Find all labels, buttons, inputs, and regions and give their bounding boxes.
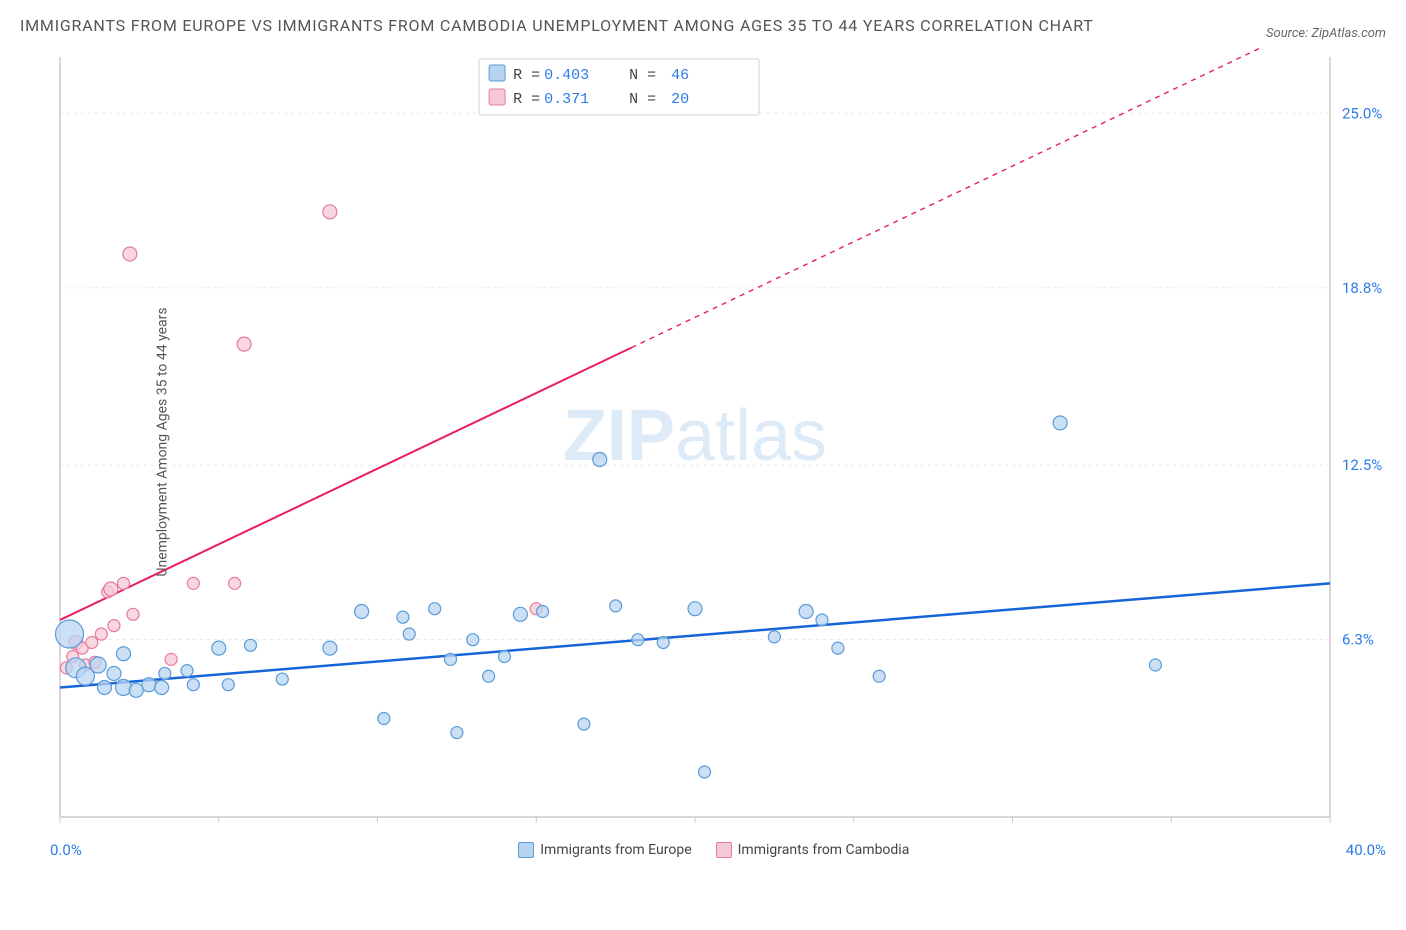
r-value: 0.371 xyxy=(544,91,589,108)
data-point xyxy=(56,620,84,648)
correlation-scatter-chart: 6.3%12.5%18.8%25.0%ZIPatlasR =0.403N =46… xyxy=(50,47,1390,837)
data-point xyxy=(445,653,457,665)
data-point xyxy=(657,636,669,648)
data-point xyxy=(499,650,511,662)
data-point xyxy=(212,641,226,655)
chart-title: IMMIGRANTS FROM EUROPE VS IMMIGRANTS FRO… xyxy=(20,12,1094,41)
swatch-cambodia xyxy=(716,842,732,858)
svg-text:R =: R = xyxy=(513,67,540,84)
legend-label-europe: Immigrants from Europe xyxy=(540,842,691,858)
data-point xyxy=(116,679,132,695)
data-point xyxy=(104,582,118,596)
data-point xyxy=(276,673,288,685)
data-point xyxy=(129,683,143,697)
y-tick-label: 6.3% xyxy=(1342,630,1374,648)
data-point xyxy=(832,642,844,654)
data-point xyxy=(181,664,193,676)
data-point xyxy=(237,337,251,351)
data-point xyxy=(768,631,780,643)
swatch-europe xyxy=(518,842,534,858)
data-point xyxy=(429,603,441,615)
svg-text:N =: N = xyxy=(629,91,656,108)
source-label: Source: ZipAtlas.com xyxy=(1266,26,1386,41)
data-point xyxy=(537,605,549,617)
data-point xyxy=(108,619,120,631)
data-point xyxy=(451,726,463,738)
y-axis-label: Unemployment Among Ages 35 to 44 years xyxy=(155,307,171,576)
data-point xyxy=(86,636,98,648)
data-point xyxy=(95,628,107,640)
bottom-legend: Immigrants from Europe Immigrants from C… xyxy=(518,842,909,858)
data-point xyxy=(467,633,479,645)
n-value: 46 xyxy=(671,67,689,84)
x-axis-max-label: 40.0% xyxy=(1346,841,1386,859)
data-point xyxy=(688,602,702,616)
data-point xyxy=(699,766,711,778)
data-point xyxy=(355,604,369,618)
data-point xyxy=(513,607,527,621)
data-point xyxy=(378,712,390,724)
r-value: 0.403 xyxy=(544,67,589,84)
svg-text:R =: R = xyxy=(513,91,540,108)
data-point xyxy=(323,205,337,219)
data-point xyxy=(799,604,813,618)
n-value: 20 xyxy=(671,91,689,108)
data-point xyxy=(123,247,137,261)
data-point xyxy=(1149,659,1161,671)
data-point xyxy=(187,577,199,589)
data-point xyxy=(610,600,622,612)
data-point xyxy=(1053,416,1067,430)
svg-text:N =: N = xyxy=(629,67,656,84)
data-point xyxy=(229,577,241,589)
data-point xyxy=(873,670,885,682)
legend-label-cambodia: Immigrants from Cambodia xyxy=(738,842,910,858)
data-point xyxy=(97,680,111,694)
y-tick-label: 12.5% xyxy=(1342,456,1382,474)
data-point xyxy=(165,653,177,665)
data-point xyxy=(222,679,234,691)
legend-item-cambodia: Immigrants from Cambodia xyxy=(716,842,910,858)
data-point xyxy=(107,666,121,680)
data-point xyxy=(245,639,257,651)
y-tick-label: 18.8% xyxy=(1342,279,1382,297)
legend-item-europe: Immigrants from Europe xyxy=(518,842,691,858)
data-point xyxy=(127,608,139,620)
data-point xyxy=(323,641,337,655)
data-point xyxy=(593,452,607,466)
data-point xyxy=(816,614,828,626)
x-axis-min-label: 0.0% xyxy=(50,841,82,859)
data-point xyxy=(632,633,644,645)
data-point xyxy=(397,611,409,623)
data-point xyxy=(187,679,199,691)
data-point xyxy=(578,718,590,730)
y-tick-label: 25.0% xyxy=(1342,104,1382,122)
data-point xyxy=(159,667,171,679)
data-point xyxy=(483,670,495,682)
data-point xyxy=(403,628,415,640)
data-point xyxy=(117,647,131,661)
data-point xyxy=(155,680,169,694)
data-point xyxy=(142,678,156,692)
data-point xyxy=(90,657,106,673)
data-point xyxy=(118,577,130,589)
